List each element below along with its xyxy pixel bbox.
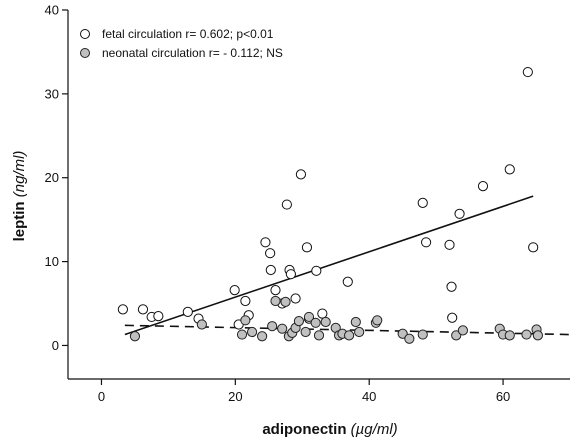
neonatal-data-point (344, 330, 355, 341)
neonatal-data-point (246, 326, 258, 338)
x-tick-label: 0 (98, 389, 105, 404)
fetal-data-point (342, 276, 353, 287)
fetal-data-point (477, 181, 489, 192)
fetal-data-point (281, 199, 292, 210)
x-tick-label: 60 (496, 389, 510, 404)
legend-label-neonatal: neonatal circulation r= - 0.112; NS (102, 46, 283, 60)
fetal-data-point (182, 306, 193, 318)
neonatal-data-point (372, 315, 383, 326)
neonatal-data-point (532, 330, 543, 341)
y-axis-label: leptin (11, 201, 28, 241)
fetal-data-point (265, 264, 276, 276)
trend-lines (124, 195, 570, 336)
fetal-data-point (311, 265, 322, 276)
legend-marker-fetal (80, 29, 90, 39)
legend-marker-neonatal (80, 48, 90, 58)
neonatal-data-point (320, 316, 331, 328)
x-axis-title: adiponectin (µg/ml) (262, 421, 397, 438)
fetal-data-point (504, 164, 515, 175)
y-tick-label: 40 (45, 3, 59, 18)
y-tick-label: 10 (45, 254, 59, 269)
y-axis-unit: (ng/ml) (11, 151, 28, 198)
fetal-data-point (444, 239, 455, 250)
neonatal-data-point (504, 330, 515, 341)
fetal-data-point (117, 304, 128, 315)
neonatal-data-point (404, 333, 415, 344)
fetal-data-point (446, 281, 457, 292)
axis-titles: adiponectin (µg/ml) leptin (ng/ml) (11, 151, 398, 438)
neonatal-data-point (457, 325, 469, 336)
fetal-data-point (229, 285, 240, 296)
plot-axes: 0 10 20 30 40 0 20 40 60 (45, 3, 570, 404)
fetal-data-point (454, 208, 465, 219)
fetal-data-point (295, 169, 307, 180)
legend-label-fetal: fetal circulation r= 0.602; p<0.01 (102, 27, 274, 41)
neonatal-data-point (236, 329, 248, 340)
y-tick-label: 30 (45, 86, 59, 101)
fetal-data-point (260, 237, 271, 248)
y-axis-title: leptin (ng/ml) (11, 151, 28, 242)
neonatal-data-point (240, 315, 251, 326)
neonatal-data-point (350, 316, 361, 328)
fetal-data-point (265, 248, 276, 259)
neonatal-data-point (280, 296, 291, 307)
neonatal-data-point (521, 329, 532, 340)
fetal-data-point (137, 304, 149, 315)
neonatal-data-point (451, 330, 462, 341)
neonatal-data-point (397, 328, 408, 339)
fetal-data-point (317, 308, 328, 319)
fetal-data-point (528, 242, 539, 253)
fetal-data-point (522, 66, 533, 78)
neonatal-data-point (257, 331, 268, 342)
x-tick-label: 40 (362, 389, 376, 404)
neonatal-data-point (129, 331, 141, 342)
fetal-data-point (240, 295, 251, 307)
neonatal-data-point (277, 323, 288, 334)
neonatal-data-point (267, 321, 278, 332)
x-tick-label: 20 (228, 389, 242, 404)
y-tick-label: 0 (52, 338, 59, 353)
x-axis-label: adiponectin (262, 421, 346, 438)
neonatal-data-point (417, 329, 428, 340)
neonatal-data-point (300, 326, 311, 338)
fetal-data-point (420, 237, 432, 248)
data-points (117, 66, 543, 344)
y-tick-label: 20 (45, 170, 59, 185)
neonatal-data-point (303, 311, 315, 323)
fetal-data-point (290, 293, 301, 304)
fetal-data-point (447, 312, 458, 323)
neonatal-data-point (270, 295, 281, 307)
neonatal-data-point (293, 316, 305, 327)
fetal-trend-line (124, 195, 534, 336)
fetal-data-point (301, 242, 313, 253)
legend: fetal circulation r= 0.602; p<0.01 neona… (80, 27, 283, 60)
neonatal-data-point (310, 317, 321, 328)
fetal-data-point (417, 197, 428, 208)
x-axis-unit: (µg/ml) (351, 421, 398, 438)
neonatal-data-point (313, 330, 325, 341)
fetal-data-point (153, 311, 164, 322)
fetal-data-point (270, 285, 281, 296)
neonatal-data-point (354, 326, 365, 338)
fetal-data-point (285, 269, 296, 280)
neonatal-data-point (196, 319, 207, 330)
